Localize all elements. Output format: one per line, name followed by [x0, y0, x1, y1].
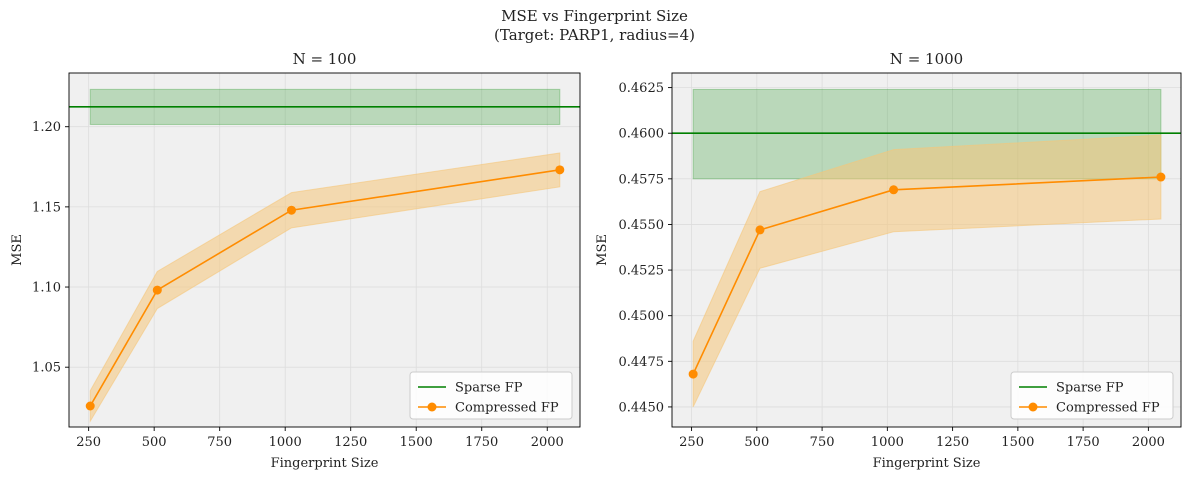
x-tick-label: 1500	[1001, 435, 1034, 450]
subplot-title: N = 100	[293, 50, 357, 68]
x-tick-label: 1750	[1067, 435, 1100, 450]
x-axis-label: Fingerprint Size	[271, 456, 379, 471]
x-tick-label: 500	[744, 435, 769, 450]
y-tick-label: 0.4575	[619, 172, 665, 187]
x-tick-label: 750	[207, 435, 232, 450]
compressed-fp-point	[755, 225, 765, 235]
y-tick-label: 0.4475	[619, 355, 665, 370]
subplot-title: N = 1000	[890, 50, 963, 68]
chart-n100: 250 500 750 1000 1250 1500 1750 2000 1.05 1.10 1.1…	[10, 50, 581, 471]
x-tick-label: 500	[142, 435, 167, 450]
legend-sparse-label: Sparse FP	[1056, 381, 1124, 396]
legend: Sparse FP Compressed FP	[409, 371, 573, 420]
legend-compressed-label: Compressed FP	[1056, 401, 1160, 416]
compressed-fp-point	[85, 401, 95, 411]
y-tick-label: 0.4600	[619, 127, 665, 142]
compressed-fp-point	[889, 185, 899, 195]
x-tick-label: 1500	[400, 435, 433, 450]
y-tick-label: 0.4500	[619, 309, 665, 324]
grid	[69, 73, 580, 427]
y-tick-label: 1.15	[32, 200, 61, 215]
legend-box	[409, 371, 573, 420]
y-tick-label: 1.05	[32, 361, 61, 376]
legend-box	[1010, 371, 1174, 420]
x-tick-label: 1750	[465, 435, 498, 450]
x-tick-label: 2000	[1132, 435, 1165, 450]
compressed-fp-point	[286, 205, 296, 215]
y-tick-label: 0.4625	[619, 81, 665, 96]
chart-n1000: 250 500 750 1000 1250 1500 1750 2000 0.4450 0.447…	[595, 50, 1182, 471]
x-axis-label: Fingerprint Size	[873, 456, 981, 471]
y-axis-label: MSE	[595, 234, 610, 266]
plot-content	[69, 88, 580, 424]
compressed-fp-point	[688, 369, 698, 379]
y-tick-label: 1.10	[32, 281, 61, 296]
figure-title-line2: (Target: PARP1, radius=4)	[494, 26, 695, 44]
y-tick-label: 1.20	[32, 120, 61, 135]
legend-compressed-marker	[1028, 402, 1038, 412]
x-tick-label: 250	[76, 435, 101, 450]
y-tick-label: 0.4450	[619, 400, 665, 415]
figure-title-line1: MSE vs Fingerprint Size	[501, 7, 688, 25]
x-tick-label: 1000	[871, 435, 904, 450]
compressed-fp-band	[89, 152, 561, 424]
legend: Sparse FP Compressed FP	[1010, 371, 1174, 420]
x-tick-label: 250	[679, 435, 704, 450]
compressed-fp-line	[89, 169, 560, 407]
x-tick-label: 1250	[334, 435, 367, 450]
legend-compressed-label: Compressed FP	[455, 401, 559, 416]
compressed-fp-point	[555, 165, 565, 175]
axes-frame	[671, 72, 1182, 428]
legend-sparse-label: Sparse FP	[455, 381, 523, 396]
figure-title: MSE vs Fingerprint Size (Target: PARP1, …	[0, 7, 1189, 45]
axes-frame	[68, 72, 581, 428]
compressed-fp-point	[152, 285, 162, 295]
legend-compressed-marker	[427, 402, 437, 412]
x-tick-label: 1000	[269, 435, 302, 450]
compressed-fp-line	[692, 176, 1161, 375]
y-tick-label: 0.4550	[619, 218, 665, 233]
y-axis-label: MSE	[10, 234, 25, 266]
y-tick-label: 0.4525	[619, 264, 665, 279]
x-tick-label: 1250	[936, 435, 969, 450]
compressed-fp-point	[1156, 172, 1166, 182]
compressed-fp-band	[692, 134, 1162, 408]
x-tick-label: 750	[810, 435, 835, 450]
plot-content	[672, 88, 1181, 408]
x-tick-label: 2000	[531, 435, 564, 450]
